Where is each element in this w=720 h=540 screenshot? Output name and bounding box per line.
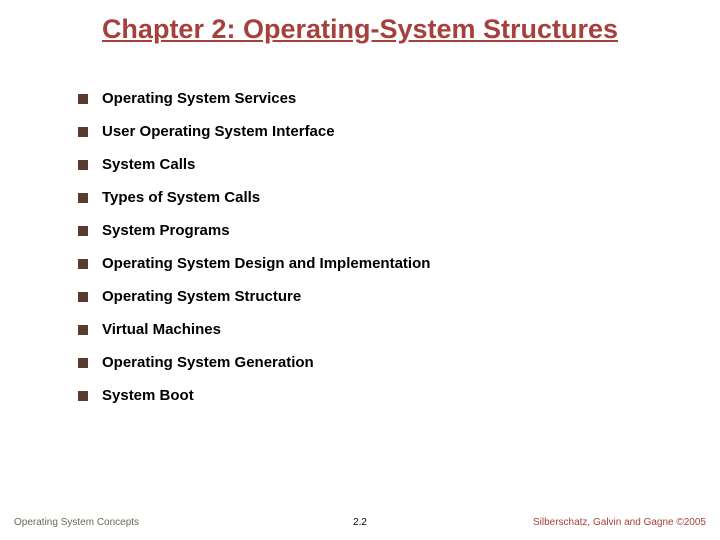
bullet-item: System Boot: [78, 387, 430, 404]
square-bullet-icon: [78, 193, 88, 203]
square-bullet-icon: [78, 160, 88, 170]
square-bullet-icon: [78, 292, 88, 302]
bullet-item: Operating System Design and Implementati…: [78, 255, 430, 272]
square-bullet-icon: [78, 226, 88, 236]
bullet-item: System Programs: [78, 222, 430, 239]
bullet-item: Operating System Structure: [78, 288, 430, 305]
bullet-text: System Boot: [102, 387, 194, 404]
square-bullet-icon: [78, 94, 88, 104]
square-bullet-icon: [78, 127, 88, 137]
bullet-text: User Operating System Interface: [102, 123, 335, 140]
bullet-text: Types of System Calls: [102, 189, 260, 206]
bullet-item: Operating System Services: [78, 90, 430, 107]
square-bullet-icon: [78, 325, 88, 335]
bullet-item: User Operating System Interface: [78, 123, 430, 140]
slide-title: Chapter 2: Operating-System Structures: [0, 14, 720, 45]
bullet-item: Types of System Calls: [78, 189, 430, 206]
bullet-text: Operating System Services: [102, 90, 296, 107]
bullet-text: System Calls: [102, 156, 195, 173]
bullet-list: Operating System Services User Operating …: [78, 90, 430, 420]
bullet-text: Virtual Machines: [102, 321, 221, 338]
footer-right: Silberschatz, Galvin and Gagne ©2005: [533, 517, 706, 528]
square-bullet-icon: [78, 358, 88, 368]
square-bullet-icon: [78, 259, 88, 269]
bullet-text: Operating System Generation: [102, 354, 314, 371]
bullet-item: Operating System Generation: [78, 354, 430, 371]
bullet-text: System Programs: [102, 222, 230, 239]
bullet-item: Virtual Machines: [78, 321, 430, 338]
bullet-text: Operating System Structure: [102, 288, 301, 305]
square-bullet-icon: [78, 391, 88, 401]
slide: Chapter 2: Operating-System Structures O…: [0, 0, 720, 540]
bullet-text: Operating System Design and Implementati…: [102, 255, 430, 272]
bullet-item: System Calls: [78, 156, 430, 173]
